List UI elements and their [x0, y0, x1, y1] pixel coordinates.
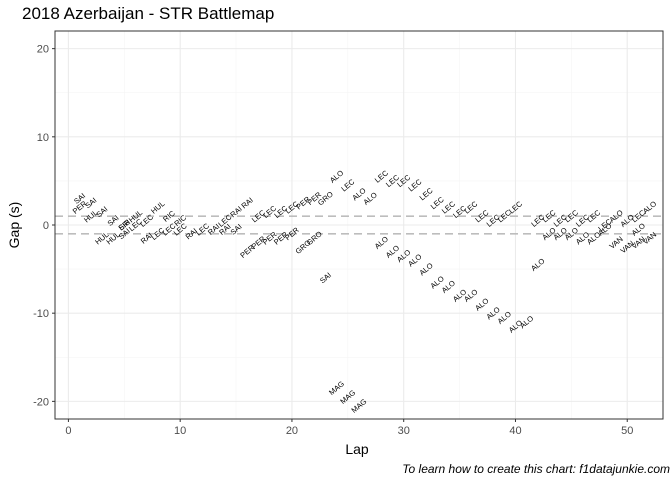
reference-lines [55, 215, 663, 235]
chart-caption: To learn how to create this chart: f1dat… [402, 462, 670, 476]
x-axis-label: Lap [345, 441, 369, 457]
x-tick-label: 50 [621, 425, 633, 437]
chart-title: 2018 Azerbaijan - STR Battlemap [22, 4, 275, 23]
y-axis-label: Gap (s) [6, 202, 22, 249]
x-tick-label: 30 [398, 425, 410, 437]
y-tick-label: -20 [33, 396, 49, 408]
y-tick-label: 20 [37, 44, 49, 56]
grid-lines [55, 31, 663, 419]
x-tick-label: 10 [174, 425, 186, 437]
y-tick-label: -10 [33, 308, 49, 320]
x-tick-label: 0 [65, 425, 71, 437]
y-tick-label: 0 [43, 220, 49, 232]
y-axis: -20 -10 0 10 20 [33, 44, 55, 408]
x-tick-label: 20 [286, 425, 298, 437]
x-tick-label: 40 [509, 425, 521, 437]
y-tick-label: 10 [37, 132, 49, 144]
x-axis: 0 10 20 30 40 50 [65, 419, 633, 437]
